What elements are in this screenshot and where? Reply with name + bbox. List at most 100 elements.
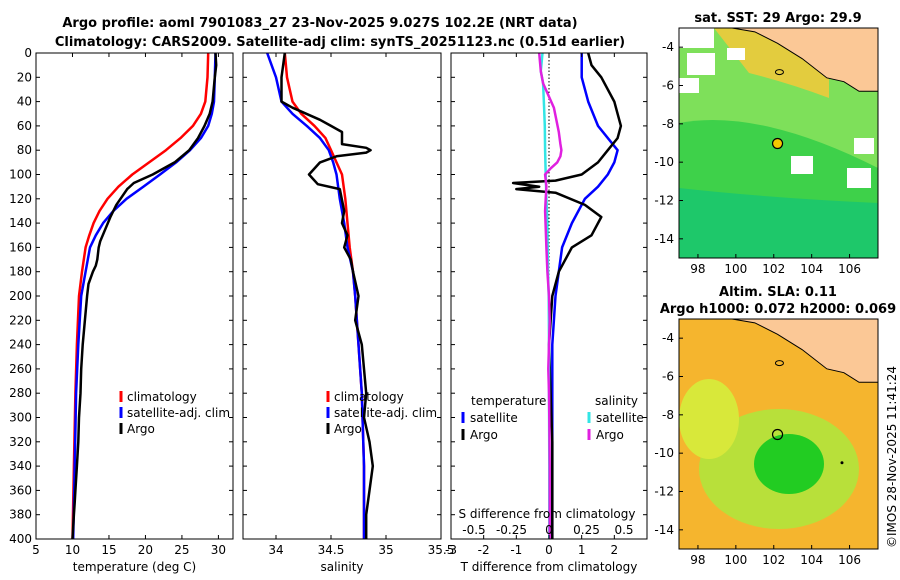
legend-label: satellite [596,411,644,425]
map-x-tick-label: 104 [800,553,823,567]
series-temp-climatology [71,53,210,539]
map-y-tick-label: -6 [662,79,674,93]
x-tick-label: -1 [510,543,522,557]
island [774,360,784,367]
sla-minimum [754,434,824,494]
map-x-tick-label: 106 [838,262,861,276]
legend-label: satellite-adj. clim [334,406,437,420]
salinity-panel: 34 34.5 35 35.5 salinity climatology satellite… [242,52,454,574]
land-sumatra-java [731,28,878,92]
cooler-water-region [679,188,878,258]
y-tick-label: 0 [24,46,32,60]
map-x-tick-label: 100 [724,553,747,567]
y-tick-label: 120 [9,192,32,206]
map-y-tick-label: -12 [654,194,674,208]
axes-box [242,52,442,540]
x-tick-label: 34 [268,543,283,557]
series-diff-t-argo [511,53,623,539]
sla-secondary-low [679,379,739,459]
y-tick-label: 260 [9,362,32,376]
x-tick-label: 1 [578,543,586,557]
x-tick-label: 25 [174,543,189,557]
s-difference-tick-label: -0.5 [462,523,485,537]
y-tick-label: 280 [9,386,32,400]
x-tick-label: 15 [101,543,116,557]
y-tick-label: 320 [9,435,32,449]
y-tick-label: 140 [9,216,32,230]
map-y-tick-label: -4 [662,40,674,54]
map-x-tick-label: 98 [690,553,705,567]
series-sal-satellite-adj-clim [266,53,366,539]
temperature-panel: 0 20 40 60 80 100 120 140 160 180 200 220 240 260 280 3… [9,46,234,574]
cloud-gap [687,53,715,75]
map-x-tick-label: 104 [800,262,823,276]
legend-label: climatology [127,390,197,404]
map-x-tick-label: 102 [762,553,785,567]
map-y-tick-label: -14 [654,523,674,537]
sla-map-title-line1: Altim. SLA: 0.11 [719,285,837,300]
argo-float-marker [771,137,784,150]
map-x-tick-label: 102 [762,262,785,276]
figure-title-line2: Climatology: CARS2009. Satellite-adj cli… [55,35,625,50]
cloud-gap [679,28,714,48]
map-y-tick-label: -10 [654,155,674,169]
map-x-tick-label: 100 [724,262,747,276]
cloud-gap [847,168,871,188]
series-temp-argo [71,53,218,539]
series-sal-climatology [283,53,366,539]
y-tick-label: 180 [9,265,32,279]
y-tick-label: 80 [17,143,32,157]
cloud-gap [854,138,874,154]
x-tick-label: 0 [545,543,553,557]
x-tick-label: 2 [611,543,619,557]
map-y-tick-label: -14 [654,232,674,246]
legend-salinity-header: salinity [595,394,638,408]
s-difference-tick-label: 0.25 [573,523,600,537]
legend-label: climatology [334,390,404,404]
map-y-tick-label: -10 [654,446,674,460]
y-tick-label: 360 [9,483,32,497]
sst-map-title: sat. SST: 29 Argo: 29.9 [694,11,861,26]
x-tick-label: -3 [445,543,457,557]
cloud-gap [791,156,813,174]
series-temp-satellite-adj-clim [71,53,217,539]
sst-map: -4 -6 -8 -10 -12 -14 98 100 102 104 106 [654,27,879,276]
y-tick-label: 380 [9,508,32,522]
imos-watermark: ©IMOS 28-Nov-2025 11:41:24 [885,366,899,548]
map-y-tick-label: -12 [654,485,674,499]
y-tick-label: 100 [9,168,32,182]
x-tick-label: -2 [478,543,490,557]
legend-label: Argo [470,428,498,442]
y-tick-label: 220 [9,313,32,327]
figure-title-line1: Argo profile: aoml 7901083_27 23-Nov-202… [62,16,577,31]
s-difference-tick-label: -0.25 [496,523,527,537]
y-tick-label: 60 [17,119,32,133]
argo-float-marker [771,428,784,441]
map-y-tick-label: -6 [662,370,674,384]
map-y-tick-label: -8 [662,117,674,131]
s-difference-label: S difference from climatology [459,507,636,521]
land-sumatra-java [731,319,878,383]
map-y-tick-label: -8 [662,408,674,422]
x-tick-label: 34.5 [318,543,345,557]
island [774,69,784,76]
sla-map-title-line2: Argo h1000: 0.072 h2000: 0.069 [660,302,896,317]
christmas-island [840,461,844,465]
series-diff-t-satellite [551,53,619,539]
sla-map: -4 -6 -8 -10 -12 -14 98 100 102 104 106 [654,318,879,567]
s-difference-tick-label: 0 [545,523,553,537]
legend-label: satellite [470,411,518,425]
x-axis-label: T difference from climatology [460,560,638,574]
cloud-gap [727,48,745,60]
x-tick-label: 5 [32,543,40,557]
y-tick-label: 300 [9,411,32,425]
s-difference-tick-label: 0.5 [614,523,633,537]
map-frame [678,318,879,550]
y-tick-label: 160 [9,240,32,254]
map-y-tick-label: -4 [662,331,674,345]
map-frame [678,27,879,259]
y-tick-label: 240 [9,338,32,352]
y-tick-label: 400 [9,532,32,546]
x-axis-label: salinity [320,560,363,574]
